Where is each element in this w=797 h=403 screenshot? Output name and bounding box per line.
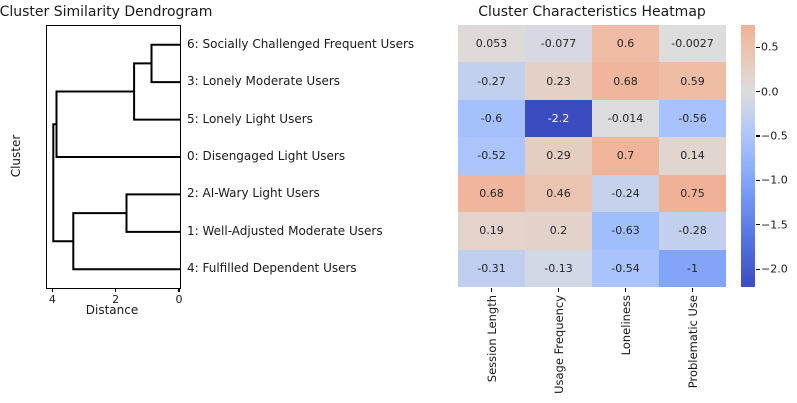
cluster-leaf-label: 5: Lonely Light Users xyxy=(187,111,313,126)
cluster-leaf-label: 4: Fulfilled Dependent Users xyxy=(187,261,357,276)
heatmap-cell: -0.13 xyxy=(525,249,592,287)
heatmap-cell: 0.46 xyxy=(525,174,592,213)
heatmap-cell: -0.63 xyxy=(592,212,659,250)
colorbar-tick-label: −0.5 xyxy=(761,129,788,143)
colorbar-tick-mark xyxy=(755,224,760,226)
heatmap-cell: -1 xyxy=(659,249,726,287)
cluster-leaf-label: 3: Lonely Moderate Users xyxy=(187,74,341,89)
dendrogram-link xyxy=(52,123,74,243)
dendrogram-title: Cluster Similarity Dendrogram xyxy=(0,4,213,20)
dendrogram-x-tick-label: 2 xyxy=(112,292,120,306)
heatmap-column-label: Loneliness xyxy=(618,295,633,356)
heatmap-cell: 0.59 xyxy=(659,62,726,100)
cluster-leaf-label: 1: Well-Adjusted Moderate Users xyxy=(187,223,383,238)
heatmap-cell: 0.7 xyxy=(592,137,659,175)
heatmap-cell: -0.27 xyxy=(458,62,525,100)
heatmap-title: Cluster Characteristics Heatmap xyxy=(478,4,706,20)
heatmap-column-label: Problematic Use xyxy=(685,295,700,389)
heatmap-cell: -0.52 xyxy=(458,137,525,175)
heatmap-cell: -0.077 xyxy=(525,25,592,63)
heatmap-cell: 0.6 xyxy=(592,25,659,63)
colorbar-tick-mark xyxy=(755,268,760,270)
heatmap-x-tick-mark xyxy=(557,288,560,292)
heatmap-cell: -0.54 xyxy=(592,249,659,287)
heatmap-x-tick-mark xyxy=(624,288,627,292)
heatmap-cell: -0.014 xyxy=(592,99,659,138)
heatmap-cell: -0.28 xyxy=(659,212,726,250)
colorbar-tick-label: −2.0 xyxy=(761,262,788,276)
heatmap-cell: 0.19 xyxy=(458,212,525,250)
dendrogram-plot-area xyxy=(46,25,181,289)
dendrogram-x-tick-label: 4 xyxy=(48,292,56,306)
colorbar-tick-label: 0.0 xyxy=(761,85,779,99)
heatmap-cell: -0.6 xyxy=(458,99,525,138)
dendrogram-x-tick-label: 0 xyxy=(175,292,183,306)
heatmap-cell: 0.68 xyxy=(592,62,659,100)
heatmap-cell: -0.0027 xyxy=(659,25,726,63)
colorbar-gradient xyxy=(741,25,755,287)
dendrogram-link xyxy=(150,43,180,84)
heatmap-column-label: Session Length xyxy=(484,295,499,383)
dendrogram-link xyxy=(133,62,180,121)
cluster-leaf-label: 0: Disengaged Light Users xyxy=(187,149,346,163)
cluster-leaf-label: 6: Socially Challenged Frequent Users xyxy=(187,36,415,51)
colorbar-tick-mark xyxy=(755,135,760,137)
heatmap-cell: -0.31 xyxy=(458,249,525,287)
heatmap-plot-area: 0.053 -0.077 0.6 -0.0027 -0.27 0.23 0.68 0.59 -0… xyxy=(458,25,726,287)
heatmap-cell: 0.23 xyxy=(525,62,592,100)
heatmap-cell: 0.053 xyxy=(458,25,525,63)
heatmap-cell: -0.56 xyxy=(659,99,726,138)
colorbar-tick-mark xyxy=(755,179,760,181)
heatmap-cell: 0.2 xyxy=(525,212,592,250)
heatmap-cell: 0.14 xyxy=(659,137,726,175)
dendrogram-link xyxy=(125,193,180,233)
dendrogram-links xyxy=(52,43,180,271)
heatmap-cell: 0.75 xyxy=(659,174,726,213)
heatmap-cell: 0.29 xyxy=(525,137,592,175)
heatmap-cell: 0.68 xyxy=(458,174,525,213)
heatmap-cell: -0.24 xyxy=(592,174,659,213)
colorbar-tick-mark xyxy=(755,91,760,93)
dendrogram-link xyxy=(55,90,180,158)
colorbar-tick-label: −1.0 xyxy=(761,173,788,187)
colorbar-tick-label: −1.5 xyxy=(761,218,788,232)
dendrogram-x-tick-mark xyxy=(178,288,180,293)
dendrogram-link xyxy=(72,212,180,271)
dendrogram-x-axis-label: Distance xyxy=(85,303,139,317)
colorbar-tick-label: 0.5 xyxy=(761,40,779,54)
colorbar-tick-mark xyxy=(755,46,760,48)
dendrogram-x-tick-mark xyxy=(115,288,117,293)
cluster-leaf-label: 2: AI-Wary Light Users xyxy=(187,186,320,201)
dendrogram-y-axis-label: Cluster xyxy=(9,134,23,178)
heatmap-cell: -2.2 xyxy=(525,99,592,138)
heatmap-column-label: Usage Frequency xyxy=(551,295,566,394)
dendrogram-x-tick-mark xyxy=(51,288,53,293)
heatmap-x-tick-mark xyxy=(490,288,493,292)
heatmap-x-tick-mark xyxy=(691,288,694,292)
